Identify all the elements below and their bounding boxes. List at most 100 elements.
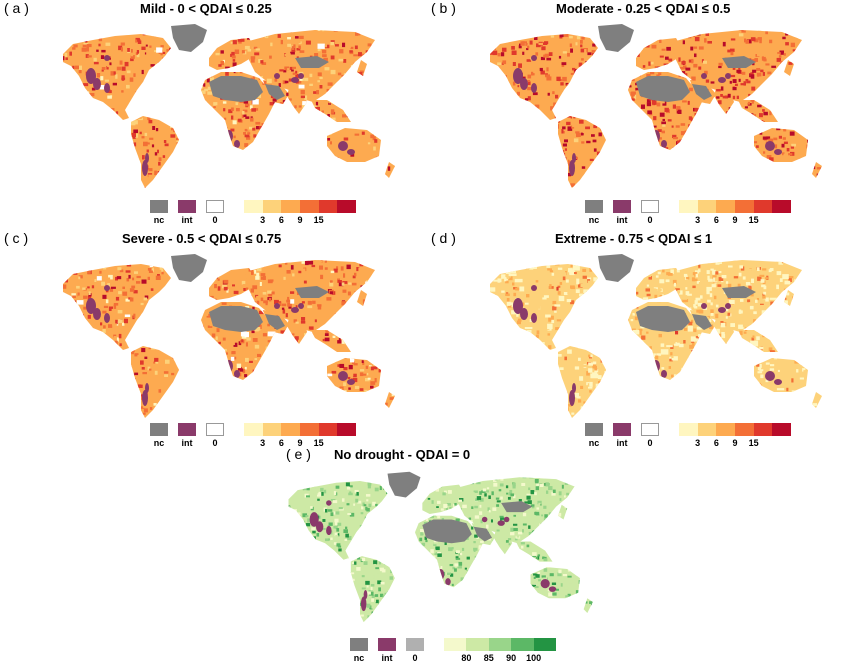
- land-cell: [92, 412, 96, 415]
- land-cell: [535, 52, 539, 56]
- land-cell: [320, 364, 324, 368]
- land-cell: [712, 160, 718, 165]
- land-cell: [811, 187, 814, 188]
- land-cell: [145, 110, 149, 115]
- land-cell: [589, 67, 593, 71]
- land-cell: [126, 89, 131, 92]
- land-cell: [206, 102, 211, 106]
- land-cell: [380, 92, 385, 95]
- land-cell: [511, 46, 515, 50]
- land-cell: [315, 409, 320, 412]
- land-cell: [100, 403, 103, 407]
- land-cell: [679, 139, 685, 144]
- land-cell: [580, 44, 583, 48]
- land-cell: [334, 313, 338, 316]
- land-cell: [472, 186, 475, 189]
- land-cell: [197, 68, 202, 72]
- land-cell: [647, 160, 652, 164]
- land-cell: [336, 408, 340, 412]
- land-cell: [656, 170, 660, 174]
- land-cell: [49, 387, 53, 391]
- land-cell: [789, 131, 795, 136]
- land-cell: [320, 370, 324, 374]
- land-cell: [190, 124, 196, 128]
- land-cell: [52, 365, 54, 367]
- land-cell: [304, 111, 307, 117]
- land-cell: [135, 91, 140, 94]
- land-cell: [763, 151, 766, 154]
- land-cell: [785, 31, 789, 36]
- land-cell: [387, 357, 392, 361]
- land-cell: [268, 354, 272, 359]
- land-cell: [120, 111, 125, 116]
- land-cell: [686, 110, 691, 113]
- land-cell: [307, 361, 313, 366]
- land-cell: [157, 58, 162, 62]
- land-cell: [682, 73, 688, 78]
- land-cell: [336, 392, 340, 396]
- land-cell: [396, 347, 398, 351]
- land-cell: [165, 54, 171, 57]
- land-cell: [134, 44, 140, 48]
- land-cell: [108, 357, 113, 360]
- land-cell: [336, 411, 340, 414]
- land-cell: [491, 40, 495, 43]
- land-cell: [119, 420, 123, 423]
- land-cell: [335, 58, 340, 63]
- land-cell: [286, 60, 291, 65]
- continent-india: [287, 318, 307, 344]
- land-cell: [316, 351, 321, 354]
- land-cell: [273, 365, 277, 370]
- continent-greenland: [598, 254, 634, 282]
- land-cell: [726, 140, 730, 143]
- land-cell: [732, 162, 736, 166]
- land-cell: [362, 324, 366, 328]
- land-cell: [205, 175, 208, 179]
- land-cell: [525, 169, 529, 172]
- land-cell: [234, 169, 240, 172]
- land-cell: [272, 132, 278, 137]
- land-cell: [324, 409, 330, 413]
- land-cell: [263, 252, 266, 256]
- land-cell: [520, 31, 523, 34]
- land-cell: [284, 406, 289, 411]
- land-cell: [83, 364, 87, 368]
- land-cell: [256, 260, 260, 263]
- int-region: [234, 140, 240, 148]
- land-cell: [394, 302, 395, 308]
- land-cell: [739, 112, 743, 115]
- panel-c: ( c ) Severe - 0.5 < QDAI ≤ 0.75 nc int 0 3…: [0, 230, 425, 450]
- land-cell: [162, 301, 167, 306]
- land-cell: [539, 135, 542, 138]
- land-cell: [384, 319, 388, 324]
- land-cell: [704, 70, 708, 75]
- land-cell: [693, 145, 699, 151]
- land-cell: [383, 141, 387, 146]
- land-cell: [702, 124, 706, 129]
- land-cell: [527, 26, 532, 29]
- land-cell: [278, 302, 282, 306]
- land-cell: [99, 117, 104, 122]
- land-cell: [344, 340, 350, 345]
- land-cell: [201, 90, 206, 94]
- land-cell: [807, 138, 810, 143]
- land-cell: [133, 181, 138, 186]
- land-cell: [490, 74, 492, 78]
- land-cell: [131, 414, 135, 418]
- land-cell: [339, 49, 344, 54]
- land-cell: [337, 364, 341, 367]
- land-cell: [677, 109, 682, 114]
- int-region: [104, 83, 110, 93]
- land-cell: [256, 272, 260, 277]
- land-cell: [308, 382, 311, 386]
- land-cell: [357, 318, 362, 321]
- land-cell: [245, 378, 249, 383]
- land-cell: [212, 272, 217, 277]
- land-cell: [495, 119, 500, 122]
- land-cell: [222, 364, 226, 368]
- land-cell: [631, 186, 634, 188]
- land-cell: [371, 401, 374, 406]
- land-cell: [317, 305, 322, 310]
- land-cell: [227, 265, 231, 270]
- land-cell: [247, 173, 252, 177]
